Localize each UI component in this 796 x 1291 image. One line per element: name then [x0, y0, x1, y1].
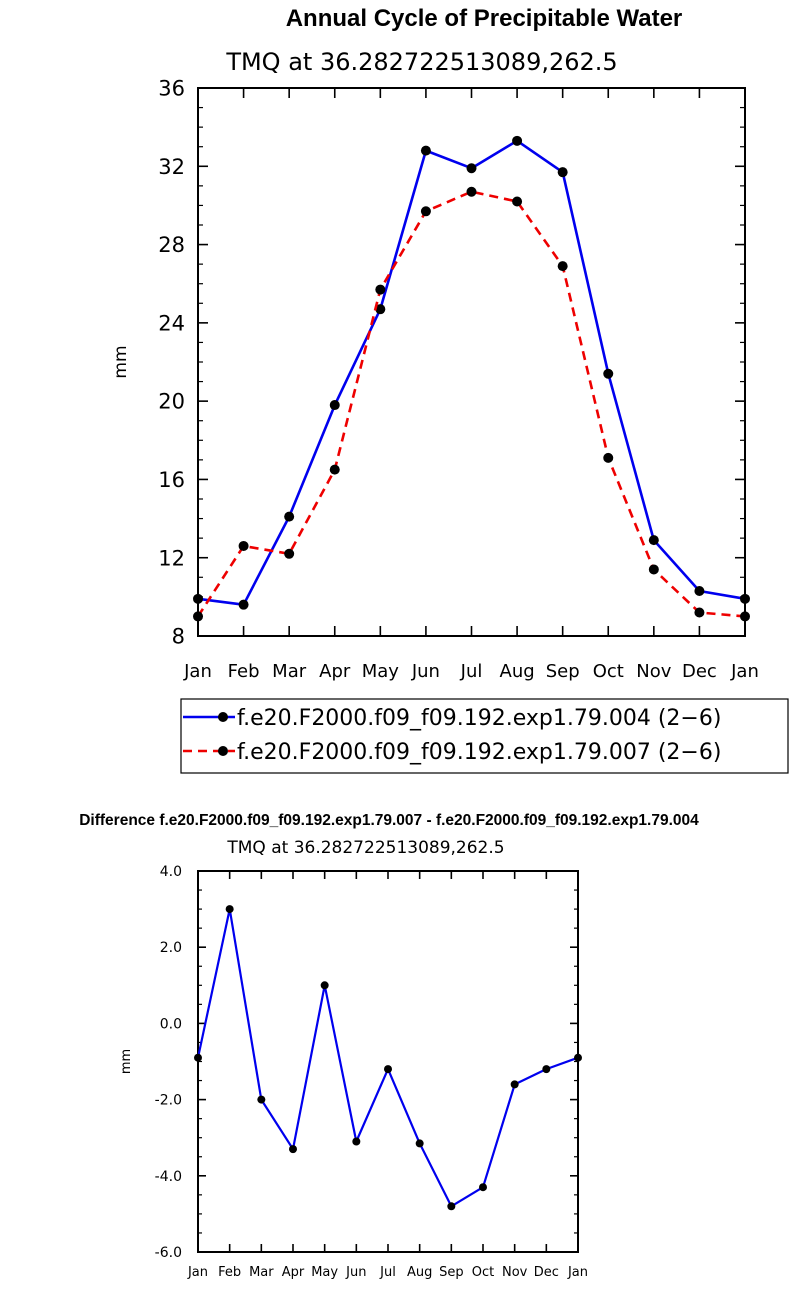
data-point — [557, 261, 568, 272]
x-tick-label: Jan — [187, 1265, 208, 1280]
y-tick-label: 32 — [158, 155, 185, 179]
data-point — [420, 206, 431, 217]
data-point — [257, 1095, 266, 1104]
data-point — [225, 905, 234, 914]
x-tick-label: Apr — [319, 661, 351, 682]
legend-label: f.e20.F2000.f09_f09.192.exp1.79.004 (2−6… — [237, 706, 721, 731]
x-tick-label: Jan — [730, 661, 759, 682]
y-tick-label: 24 — [158, 311, 185, 335]
legend-swatch-marker — [218, 746, 228, 756]
data-point — [420, 145, 431, 156]
data-point — [694, 607, 705, 618]
x-tick-label: Feb — [218, 1265, 241, 1280]
data-point — [466, 186, 477, 197]
data-point — [542, 1065, 551, 1074]
y-tick-label: 28 — [158, 233, 185, 257]
y-tick-label: 2.0 — [160, 940, 182, 956]
x-tick-label: Nov — [502, 1265, 528, 1280]
data-point — [574, 1053, 582, 1062]
legend-swatch-marker — [218, 712, 228, 722]
x-tick-label: Jun — [411, 661, 440, 682]
series-line — [196, 190, 746, 618]
x-tick-label: Apr — [282, 1265, 305, 1280]
x-tick-label: Sep — [439, 1265, 464, 1280]
data-point — [466, 163, 477, 174]
data-point — [603, 368, 614, 379]
x-tick-label: Aug — [500, 661, 535, 682]
x-tick-label: Sep — [546, 661, 580, 682]
data-point — [510, 1080, 519, 1089]
y-tick-label: -4.0 — [155, 1169, 182, 1185]
data-point — [375, 284, 386, 295]
data-point — [447, 1202, 456, 1211]
x-tick-label: Jul — [460, 661, 483, 682]
legend-box — [180, 698, 789, 774]
y-tick-label: 0.0 — [160, 1016, 182, 1032]
y-tick-label: 20 — [158, 390, 185, 414]
data-point — [415, 1139, 424, 1148]
data-point — [740, 611, 750, 622]
data-point — [284, 511, 295, 522]
data-point — [329, 464, 340, 475]
data-point — [648, 564, 659, 575]
x-tick-label: Jun — [345, 1265, 366, 1280]
chart-title: Difference f.e20.F2000.f09_f09.192.exp1.… — [79, 812, 699, 829]
data-point — [284, 548, 295, 559]
x-tick-label: Jan — [567, 1265, 588, 1280]
series-line — [196, 907, 579, 1208]
chart-subtitle: TMQ at 36.282722513089,262.5 — [225, 48, 617, 76]
y-tick-label: 16 — [158, 468, 185, 492]
data-point — [603, 452, 614, 463]
legend-label: f.e20.F2000.f09_f09.192.exp1.79.007 (2−6… — [237, 740, 721, 765]
data-point — [329, 400, 340, 411]
data-point — [557, 167, 568, 178]
data-point — [375, 304, 386, 315]
data-point — [289, 1145, 297, 1154]
data-point — [320, 981, 329, 990]
x-tick-label: Mar — [249, 1265, 274, 1280]
data-point — [740, 593, 750, 604]
x-tick-label: Nov — [636, 661, 671, 682]
x-tick-label: Aug — [407, 1265, 432, 1280]
x-tick-label: May — [362, 661, 400, 682]
x-tick-label: May — [311, 1265, 338, 1280]
x-tick-label: Oct — [472, 1265, 494, 1280]
data-point — [238, 599, 249, 610]
y-tick-label: -6.0 — [155, 1245, 182, 1261]
data-point — [193, 593, 203, 604]
x-tick-label: Mar — [272, 661, 307, 682]
data-point — [238, 540, 249, 551]
data-point — [512, 135, 523, 146]
y-tick-label: 36 — [158, 77, 185, 101]
y-axis-label: mm — [119, 1049, 134, 1074]
y-tick-label: 12 — [158, 546, 185, 570]
series-line — [197, 139, 746, 607]
data-point — [648, 535, 659, 546]
data-point — [352, 1137, 361, 1146]
data-point — [194, 1053, 202, 1062]
x-tick-label: Dec — [682, 661, 717, 682]
x-tick-label: Oct — [593, 661, 624, 682]
y-tick-label: -2.0 — [155, 1093, 182, 1109]
data-point — [694, 585, 705, 596]
chart-subtitle: TMQ at 36.282722513089,262.5 — [226, 838, 504, 858]
data-point — [479, 1183, 487, 1192]
x-tick-label: Jul — [379, 1265, 396, 1280]
data-point — [512, 196, 523, 207]
chart-title: Annual Cycle of Precipitable Water — [286, 5, 683, 32]
data-point — [384, 1065, 392, 1074]
x-tick-label: Jan — [183, 661, 212, 682]
data-point — [193, 611, 203, 622]
x-tick-label: Feb — [228, 661, 260, 682]
y-tick-label: 4.0 — [160, 864, 182, 880]
x-tick-label: Dec — [534, 1265, 559, 1280]
y-axis-label: mm — [111, 345, 131, 378]
y-tick-label: 8 — [172, 625, 185, 649]
